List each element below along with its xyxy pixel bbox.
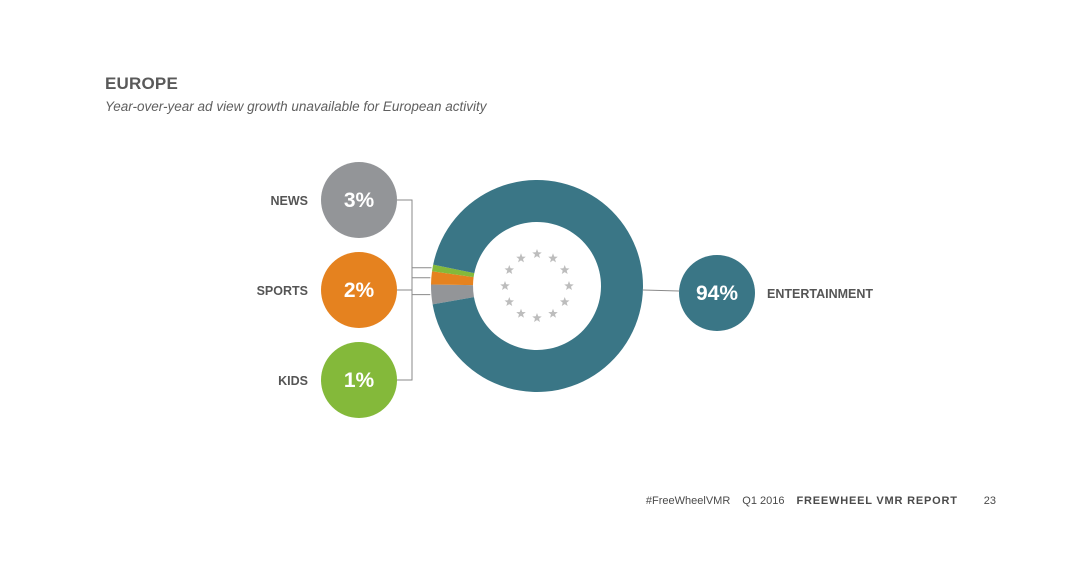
slice-news — [431, 284, 474, 305]
category-label-kids: KIDS — [278, 374, 308, 388]
page-subtitle: Year-over-year ad view growth unavailabl… — [105, 99, 487, 114]
category-label-sports: SPORTS — [257, 284, 308, 298]
pct-label-kids: 1% — [344, 369, 375, 392]
pct-label-news: 3% — [344, 189, 375, 212]
pct-label-entertainment: 94% — [696, 282, 738, 305]
eu-star-icon — [548, 253, 558, 263]
eu-star-icon — [559, 265, 570, 275]
eu-star-icon — [532, 249, 542, 259]
bubble-sports — [321, 252, 397, 328]
eu-star-icon — [504, 297, 515, 307]
connector-entertainment — [642, 289, 680, 292]
slice-kids — [432, 264, 475, 278]
footer-report-title: FREEWHEEL VMR REPORT — [796, 495, 958, 507]
eu-star-icon — [564, 281, 574, 291]
slice-sports — [431, 271, 474, 286]
pct-label-sports: 2% — [344, 279, 375, 302]
eu-star-icon — [532, 313, 542, 323]
connector-news — [397, 199, 431, 296]
slice-entertainment — [432, 179, 643, 392]
bubble-kids — [321, 342, 397, 418]
footer-hashtag: #FreeWheelVMR — [645, 495, 731, 507]
eu-star-icon — [504, 265, 515, 275]
footer: #FreeWheelVMR Q1 2016 FREEWHEEL VMR REPO… — [634, 495, 996, 507]
category-label-news: NEWS — [271, 194, 309, 208]
page-number: 23 — [983, 495, 996, 507]
eu-star-icon — [516, 308, 526, 318]
eu-star-icon — [559, 297, 570, 307]
bubble-news — [321, 162, 397, 238]
connector-kids — [397, 267, 432, 381]
footer-period: Q1 2016 — [742, 495, 785, 507]
connector-sports — [397, 277, 431, 291]
category-label-entertainment: ENTERTAINMENT — [767, 287, 873, 301]
bubble-entertainment — [679, 255, 755, 331]
eu-star-icon — [500, 281, 510, 291]
eu-star-icon — [548, 308, 558, 318]
page-title: EUROPE — [105, 74, 178, 93]
eu-star-icon — [516, 253, 526, 263]
